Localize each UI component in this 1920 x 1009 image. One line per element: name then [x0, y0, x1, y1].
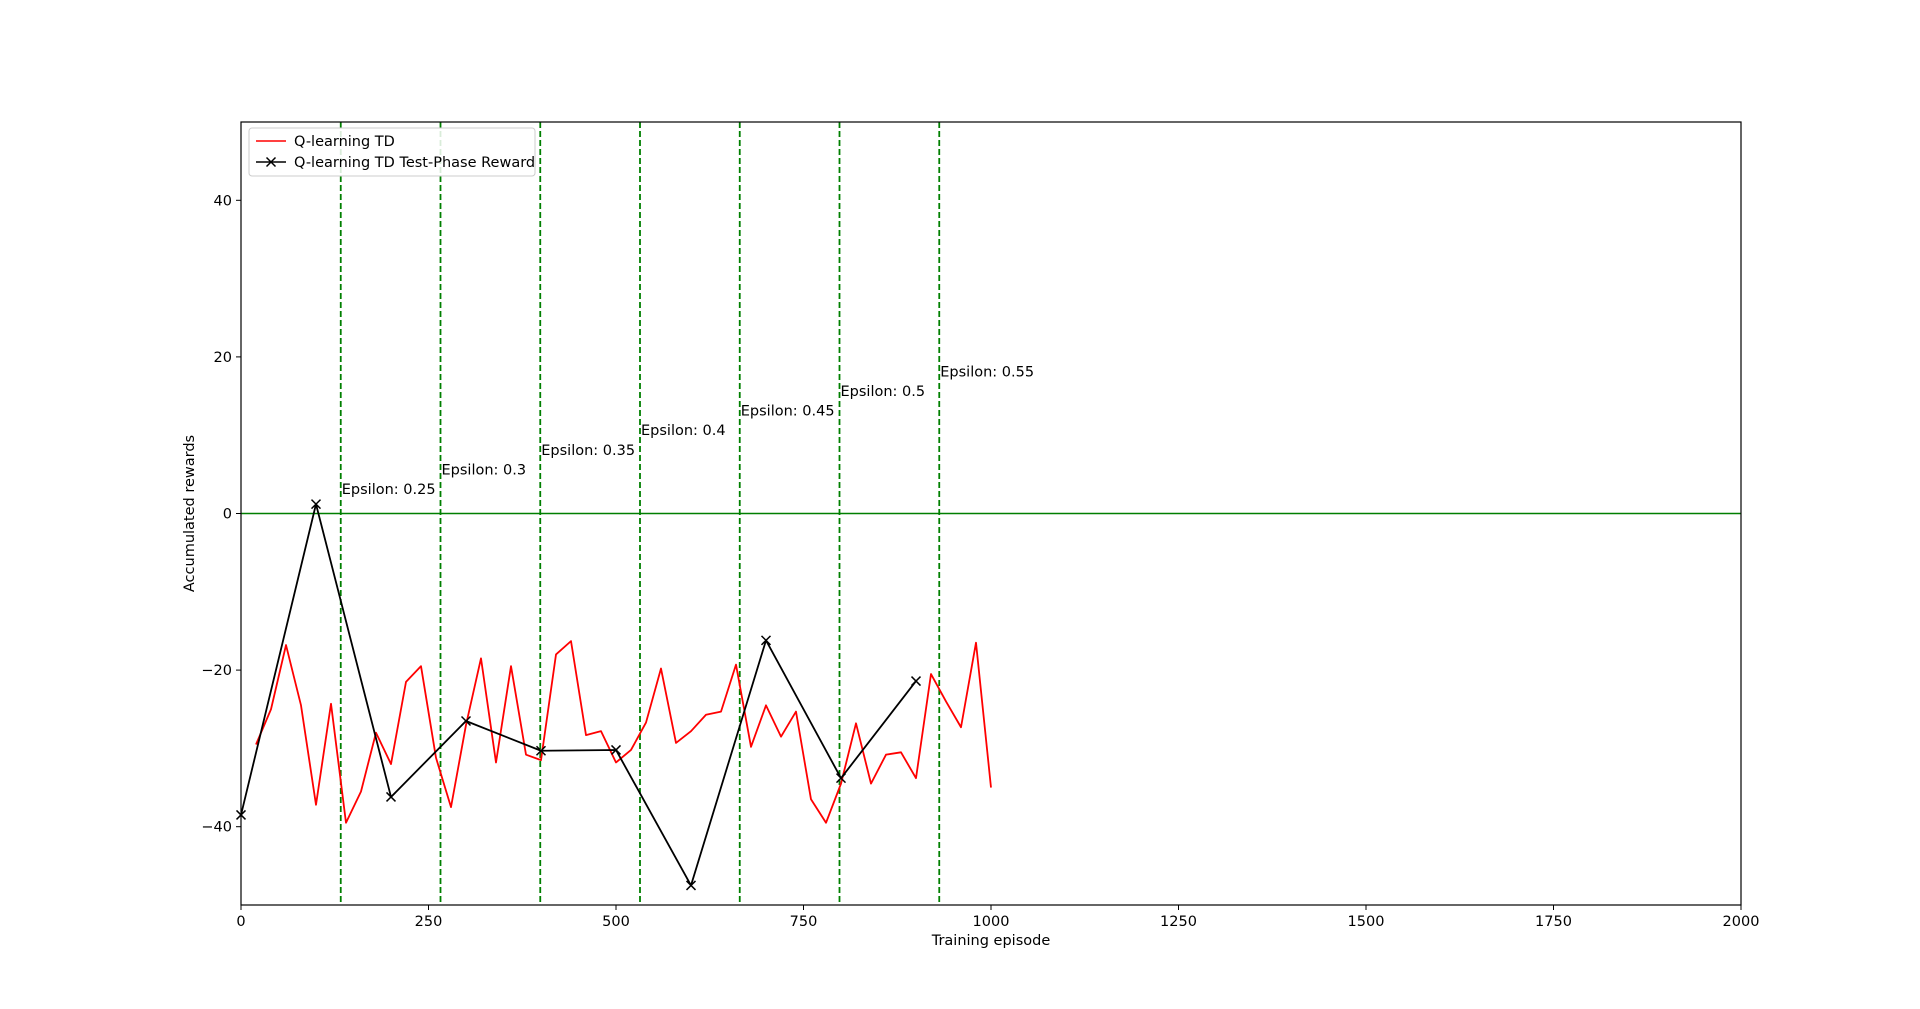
- legend-box: [248, 127, 536, 177]
- x-axis-ticks: 0 250 500 750 1000 1250 1500 1750 2000: [236, 905, 1759, 930]
- data-point-test-phase: [760, 635, 772, 646]
- x-tick-label: 250: [415, 914, 443, 930]
- x-axis-title: Training episode: [931, 933, 1051, 949]
- marker-stroke: [310, 499, 322, 510]
- marker-stroke: [760, 635, 772, 646]
- marker-stroke: [610, 744, 622, 755]
- marker-stroke: [835, 773, 847, 784]
- marker-stroke: [265, 156, 277, 168]
- x-tick-label: 2000: [1723, 914, 1760, 930]
- series-layer: [235, 499, 992, 891]
- legend-swatch-test-marker: [265, 156, 277, 168]
- epsilon-annotations: Epsilon: 0.25 Epsilon: 0.3 Epsilon: 0.35 Ep…: [342, 364, 1034, 497]
- marker-stroke: [685, 880, 697, 891]
- data-point-test-phase: [535, 745, 547, 756]
- y-axis-title: Accumulated rewards: [182, 435, 198, 592]
- data-point-test-phase: [610, 744, 622, 755]
- epsilon-label: Epsilon: 0.25: [342, 482, 436, 498]
- data-point-test-phase: [310, 499, 322, 510]
- epsilon-label: Epsilon: 0.5: [841, 384, 926, 400]
- x-tick-label: 1500: [1348, 914, 1385, 930]
- x-tick-label: 750: [790, 914, 818, 930]
- legend-label-test: Q-learning TD Test-Phase Reward: [294, 155, 535, 171]
- data-point-test-phase: [685, 880, 697, 891]
- y-tick-label: 40: [214, 193, 232, 209]
- epsilon-label: Epsilon: 0.45: [741, 404, 835, 420]
- x-tick-label: 0: [236, 914, 245, 930]
- y-axis-ticks: −40 −20 0 20 40: [201, 193, 241, 836]
- epsilon-label: Epsilon: 0.3: [442, 462, 527, 478]
- y-tick-label: −20: [201, 663, 232, 679]
- y-tick-label: 0: [223, 507, 232, 523]
- marker-stroke: [385, 791, 397, 802]
- series-line-test-phase-reward: [240, 503, 917, 887]
- marker-stroke: [460, 715, 472, 727]
- data-point-test-phase: [910, 676, 922, 687]
- x-tick-label: 1250: [1160, 914, 1197, 930]
- marker-stroke: [535, 745, 547, 756]
- y-tick-label: 20: [214, 350, 232, 366]
- marker-stroke: [910, 676, 922, 687]
- x-tick-label: 500: [602, 914, 630, 930]
- epsilon-label: Epsilon: 0.4: [641, 423, 726, 439]
- data-point-test-phase: [835, 773, 847, 784]
- legend: Q-learning TD Q-learning TD Test-Phase R…: [248, 127, 536, 177]
- y-tick-label: −40: [201, 820, 232, 836]
- legend-marker: [265, 156, 277, 168]
- epsilon-label: Epsilon: 0.35: [541, 443, 635, 459]
- series-line-q-learning-td: [255, 640, 992, 824]
- data-point-test-phase: [460, 715, 472, 727]
- data-point-test-phase: [385, 791, 397, 802]
- legend-label-td: Q-learning TD: [294, 134, 395, 150]
- x-tick-label: 1750: [1535, 914, 1572, 930]
- epsilon-label: Epsilon: 0.55: [940, 364, 1034, 380]
- x-tick-label: 1000: [973, 914, 1010, 930]
